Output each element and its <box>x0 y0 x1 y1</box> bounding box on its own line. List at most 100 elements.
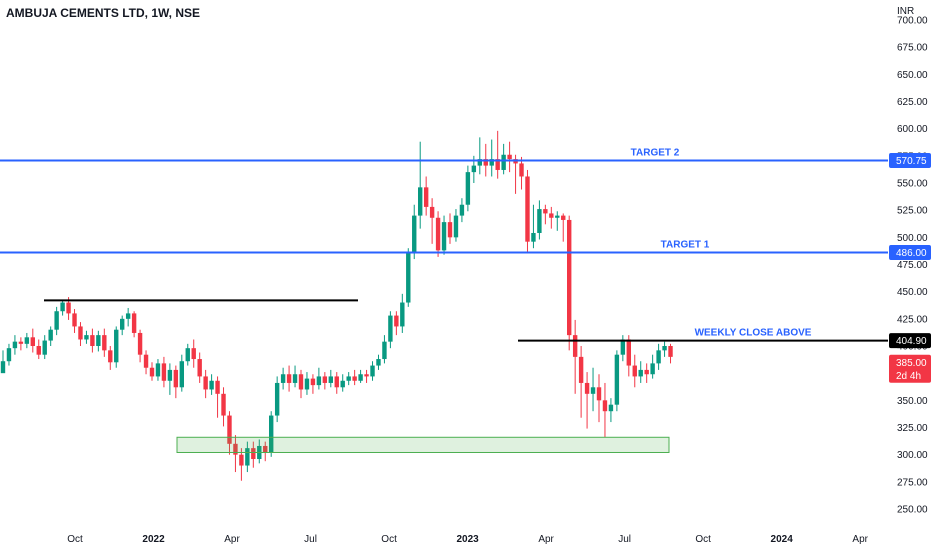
candle-body <box>632 365 637 377</box>
candle-body <box>114 329 119 363</box>
currency-label: INR <box>897 6 915 17</box>
price-tick-label: 650.00 <box>897 70 928 81</box>
candle-body <box>578 356 584 383</box>
time-tick-label: 2022 <box>142 534 165 545</box>
candle-body <box>656 350 661 364</box>
candle-body <box>191 348 196 360</box>
price-tick-label: 675.00 <box>897 43 928 54</box>
candle-body <box>84 335 89 340</box>
price-tick-label: 300.00 <box>897 450 928 461</box>
price-tag-label: 486.00 <box>896 248 927 259</box>
time-tick-label: Oct <box>67 534 83 545</box>
candle-body <box>185 348 190 362</box>
price-tag-label: 385.00 <box>896 358 927 369</box>
price-tick-label: 475.00 <box>897 260 928 271</box>
target-1-label: TARGET 1 <box>661 240 710 251</box>
candle-body <box>525 176 530 242</box>
candle-body <box>96 335 101 346</box>
candle-body <box>173 369 179 388</box>
candle-body <box>406 252 411 303</box>
candle-body <box>650 363 655 375</box>
candle-body <box>590 387 596 394</box>
candle-body <box>221 393 226 416</box>
candle-body <box>72 313 77 327</box>
overlays-layer: TARGET 2 TARGET 1 WEEKLY CLOSE ABOVE <box>0 147 888 453</box>
candle-body <box>137 332 143 355</box>
candle-body <box>227 415 232 444</box>
time-tick-label: 2023 <box>456 534 479 545</box>
candle-body <box>167 369 173 381</box>
candle-body <box>245 448 250 466</box>
candle-body <box>280 374 286 383</box>
candle-body <box>36 346 41 355</box>
price-axis[interactable]: 250.00275.00300.00325.00350.00375.00400.… <box>897 16 928 516</box>
candle-body <box>364 374 369 377</box>
candle-body <box>501 154 506 170</box>
candle-body <box>489 159 494 166</box>
candle-body <box>394 315 399 327</box>
price-tick-label: 425.00 <box>897 314 928 325</box>
candle-body <box>453 215 459 238</box>
candle-body <box>626 339 631 366</box>
candle-body <box>531 232 536 242</box>
candle-body <box>215 380 220 394</box>
candle-body <box>477 159 482 166</box>
candle-body <box>322 376 328 383</box>
time-tick-label: Jul <box>618 534 631 545</box>
candle-body <box>316 376 322 386</box>
candles-layer <box>0 130 673 481</box>
demand-zone <box>176 436 670 453</box>
candle-body <box>423 187 429 207</box>
target-2-label: TARGET 2 <box>631 147 680 158</box>
candle-body <box>24 337 30 344</box>
price-tick-label: 500.00 <box>897 233 928 244</box>
candle-body <box>66 302 71 314</box>
candle-body <box>310 378 316 386</box>
candle-body <box>334 376 339 388</box>
candle-body <box>596 387 602 401</box>
candle-body <box>459 204 465 216</box>
time-tick-label: Apr <box>224 534 240 545</box>
candle-body <box>233 443 238 455</box>
candle-body <box>644 369 649 375</box>
price-tick-label: 700.00 <box>897 16 928 27</box>
price-tick-label: 525.00 <box>897 206 928 217</box>
candle-body <box>602 400 608 412</box>
time-tick-label: Oct <box>695 534 711 545</box>
candle-body <box>12 341 18 349</box>
countdown-label: 2d 4h <box>896 371 921 382</box>
candle-body <box>263 445 268 453</box>
time-axis[interactable]: Oct 2022 Apr Jul Oct 2023 Apr Jul Oct 2024 Apr <box>67 534 868 545</box>
candle-body <box>608 404 614 412</box>
candle-body <box>179 361 184 388</box>
candle-body <box>149 367 155 377</box>
candle-body <box>203 376 208 390</box>
candle-body <box>418 187 423 216</box>
candle-body <box>286 374 292 383</box>
price-tick-label: 550.00 <box>897 179 928 190</box>
candle-body <box>507 154 512 160</box>
candle-body <box>358 374 363 381</box>
candle-body <box>274 382 280 416</box>
chart-title: AMBUJA CEMENTS LTD, 1W, NSE <box>6 6 201 20</box>
candle-body <box>102 335 107 351</box>
candle-body <box>620 339 626 355</box>
candle-body <box>519 163 524 177</box>
candle-body <box>584 382 590 394</box>
candle-body <box>567 219 572 336</box>
candle-body <box>269 415 274 453</box>
candle-body <box>143 354 149 368</box>
candle-body <box>340 380 345 388</box>
price-tag <box>889 354 931 383</box>
candle-body <box>48 329 53 341</box>
candle-body <box>352 376 357 381</box>
candle-body <box>42 340 47 355</box>
time-tick-label: Apr <box>538 534 554 545</box>
candle-body <box>0 361 6 374</box>
candle-body <box>555 215 560 218</box>
candle-body <box>239 454 244 466</box>
candle-body <box>376 359 381 366</box>
candle-body <box>561 215 566 220</box>
price-tags: 570.75 486.00 404.90 385.00 2d 4h <box>889 152 931 383</box>
